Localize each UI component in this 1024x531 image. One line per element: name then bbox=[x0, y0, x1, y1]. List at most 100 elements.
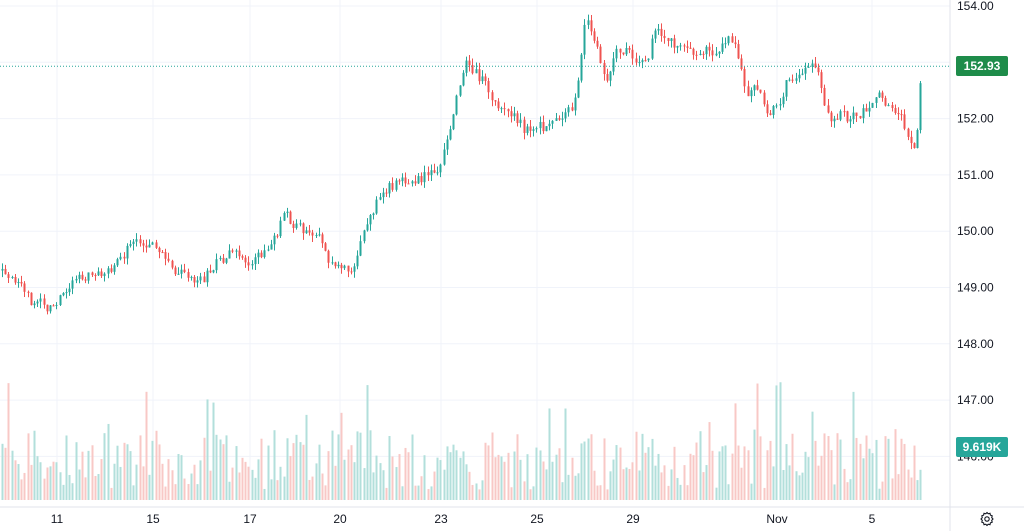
x-tick-label: Nov bbox=[766, 512, 787, 526]
volume-bar bbox=[641, 433, 644, 500]
volume-bar bbox=[526, 454, 529, 500]
candle-body bbox=[580, 54, 583, 81]
candle-body bbox=[324, 243, 327, 251]
candle-body bbox=[782, 96, 785, 105]
candle-body bbox=[628, 48, 631, 50]
candle-body bbox=[836, 118, 839, 120]
candle-body bbox=[190, 276, 193, 278]
candle-body bbox=[311, 232, 314, 236]
candle-body bbox=[449, 129, 452, 140]
volume-bar bbox=[404, 447, 407, 500]
x-tick-label: 29 bbox=[626, 512, 640, 526]
volume-bar bbox=[817, 465, 820, 500]
candle-body bbox=[583, 24, 586, 55]
volume-bar bbox=[455, 450, 458, 500]
candle-body bbox=[382, 192, 385, 198]
volume-bar bbox=[574, 475, 577, 500]
volume-bar bbox=[606, 489, 609, 500]
candle-body bbox=[862, 108, 865, 119]
candle-body bbox=[27, 291, 30, 293]
volume-bar bbox=[871, 453, 874, 500]
candle-body bbox=[702, 53, 705, 55]
candle-body bbox=[497, 101, 500, 109]
candle-body bbox=[283, 213, 286, 221]
candle-body bbox=[139, 239, 142, 244]
volume-bar bbox=[318, 444, 321, 500]
volume-bar bbox=[766, 450, 769, 500]
volume-bar bbox=[545, 469, 548, 500]
volume-bar bbox=[241, 457, 244, 500]
volume-bar bbox=[836, 433, 839, 500]
volume-bar bbox=[830, 450, 833, 500]
candle-body bbox=[590, 20, 593, 32]
candle-body bbox=[791, 79, 794, 81]
volume-bar bbox=[510, 487, 513, 500]
volume-bar bbox=[679, 484, 682, 500]
volume-bar bbox=[807, 457, 810, 500]
volume-bar bbox=[846, 482, 849, 500]
volume-bar bbox=[55, 462, 58, 500]
volume-bar bbox=[343, 459, 346, 500]
volume-bar bbox=[820, 455, 823, 500]
candle-body bbox=[711, 50, 714, 56]
candle-body bbox=[430, 170, 433, 176]
candle-body bbox=[475, 69, 478, 74]
candle-body bbox=[852, 112, 855, 120]
candle-body bbox=[641, 60, 644, 63]
candle-body bbox=[46, 304, 49, 312]
settings-button[interactable] bbox=[977, 509, 997, 529]
candle-body bbox=[305, 230, 308, 234]
volume-bar bbox=[110, 487, 113, 500]
candle-body bbox=[772, 106, 775, 115]
candle-body bbox=[609, 71, 612, 81]
volume-bar bbox=[84, 477, 87, 500]
candle-body bbox=[846, 111, 849, 122]
candle-body bbox=[644, 60, 647, 62]
last-price-badge: 152.93 bbox=[956, 56, 1008, 77]
volume-bar bbox=[756, 383, 759, 500]
candle-body bbox=[71, 280, 74, 289]
volume-bar bbox=[270, 479, 273, 500]
x-axis[interactable]: 11 15 17 20 23 25 29 Nov 5 bbox=[51, 512, 876, 526]
volume-bar bbox=[33, 430, 36, 500]
volume-bar bbox=[379, 463, 382, 500]
candle-body bbox=[110, 268, 113, 272]
candle-body bbox=[596, 40, 599, 47]
y-tick-label: 147.00 bbox=[957, 393, 994, 407]
volume-bar bbox=[366, 385, 369, 500]
volume-bar bbox=[558, 448, 561, 500]
candle-body bbox=[36, 301, 39, 304]
volume-bar bbox=[839, 439, 842, 500]
volume-bar bbox=[283, 476, 286, 500]
candle-body bbox=[251, 264, 254, 266]
volume-bar bbox=[71, 483, 74, 500]
candle-body bbox=[443, 149, 446, 165]
candle-body bbox=[289, 211, 292, 224]
volume-bar bbox=[689, 453, 692, 500]
candle-body bbox=[379, 197, 382, 200]
volume-bar bbox=[673, 446, 676, 500]
candle-body bbox=[615, 48, 618, 59]
candle-body bbox=[468, 60, 471, 66]
candle-body bbox=[215, 259, 218, 271]
volume-bar bbox=[811, 411, 814, 500]
candle-body bbox=[193, 276, 196, 283]
candle-body bbox=[39, 298, 42, 302]
candle-body bbox=[331, 262, 334, 264]
volume-bar bbox=[891, 478, 894, 500]
candle-body bbox=[174, 267, 177, 275]
volume-bar bbox=[532, 486, 535, 500]
volume-bar bbox=[212, 402, 215, 500]
candle-body bbox=[145, 245, 148, 248]
volume-bar bbox=[676, 477, 679, 500]
volume-bar bbox=[260, 438, 263, 500]
volume-bar bbox=[487, 445, 490, 500]
volume-bar bbox=[814, 440, 817, 500]
x-tick-label: 25 bbox=[530, 512, 544, 526]
volume-bar bbox=[231, 467, 234, 500]
candle-body bbox=[689, 47, 692, 49]
volume-bar bbox=[62, 484, 65, 500]
y-tick-label: 148.00 bbox=[957, 337, 994, 351]
